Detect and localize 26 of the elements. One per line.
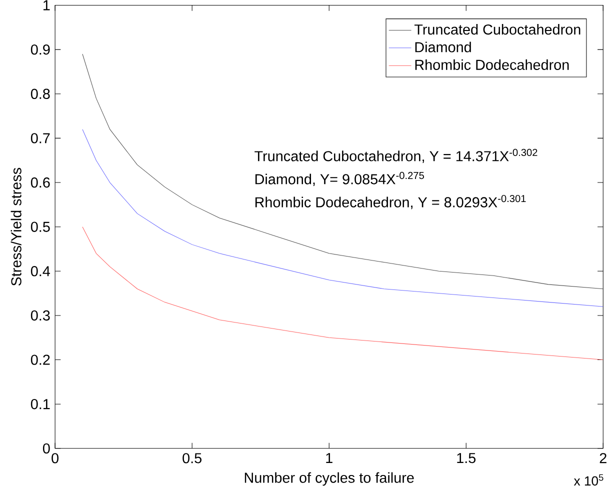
y-axis-title: Stress/Yield stress bbox=[10, 168, 22, 286]
annotation: Rhombic Dodecahedron, Y = 8.0293X$^{-0.301}$ bbox=[255, 194, 526, 210]
y-tick-label: 0.5 bbox=[30, 222, 50, 232]
x-axis-title: Number of cycles to failure bbox=[244, 472, 414, 486]
text: x 10$^{5}$ bbox=[574, 474, 604, 486]
y-tick-label: 0.2 bbox=[30, 354, 50, 365]
legend-label: Diamond bbox=[415, 42, 471, 52]
y-tick-label: 0.1 bbox=[30, 399, 50, 410]
y-tick-label: 0.8 bbox=[30, 88, 50, 99]
x-tick-label: 0 bbox=[52, 453, 59, 464]
x-tick-label: 1 bbox=[326, 453, 332, 463]
y-tick-label: 0.4 bbox=[30, 266, 50, 276]
legend-label: Truncated Cuboctahedron bbox=[414, 24, 580, 35]
annotation: Truncated Cuboctahedron, Y = 14.371X$^{-0.302}$ bbox=[254, 148, 538, 163]
x-tick-label: 2 bbox=[600, 453, 606, 464]
y-tick-label: 0 bbox=[42, 443, 50, 454]
y-tick-label: 0.6 bbox=[30, 177, 50, 188]
x-tick-label: 1.5 bbox=[457, 453, 476, 464]
line-series bbox=[82, 54, 604, 290]
y-tick-label: 0.3 bbox=[30, 310, 50, 321]
legend-label: Rhombic Dodecahedron bbox=[415, 59, 569, 70]
x-tick-label: 0.5 bbox=[182, 453, 202, 464]
y-tick-label: 1 bbox=[44, 0, 50, 10]
annotation: Diamond, Y= 9.0854X$^{-0.275}$ bbox=[255, 172, 424, 186]
y-tick-label: 0.7 bbox=[30, 133, 50, 144]
y-tick-label: 0.9 bbox=[30, 44, 50, 55]
